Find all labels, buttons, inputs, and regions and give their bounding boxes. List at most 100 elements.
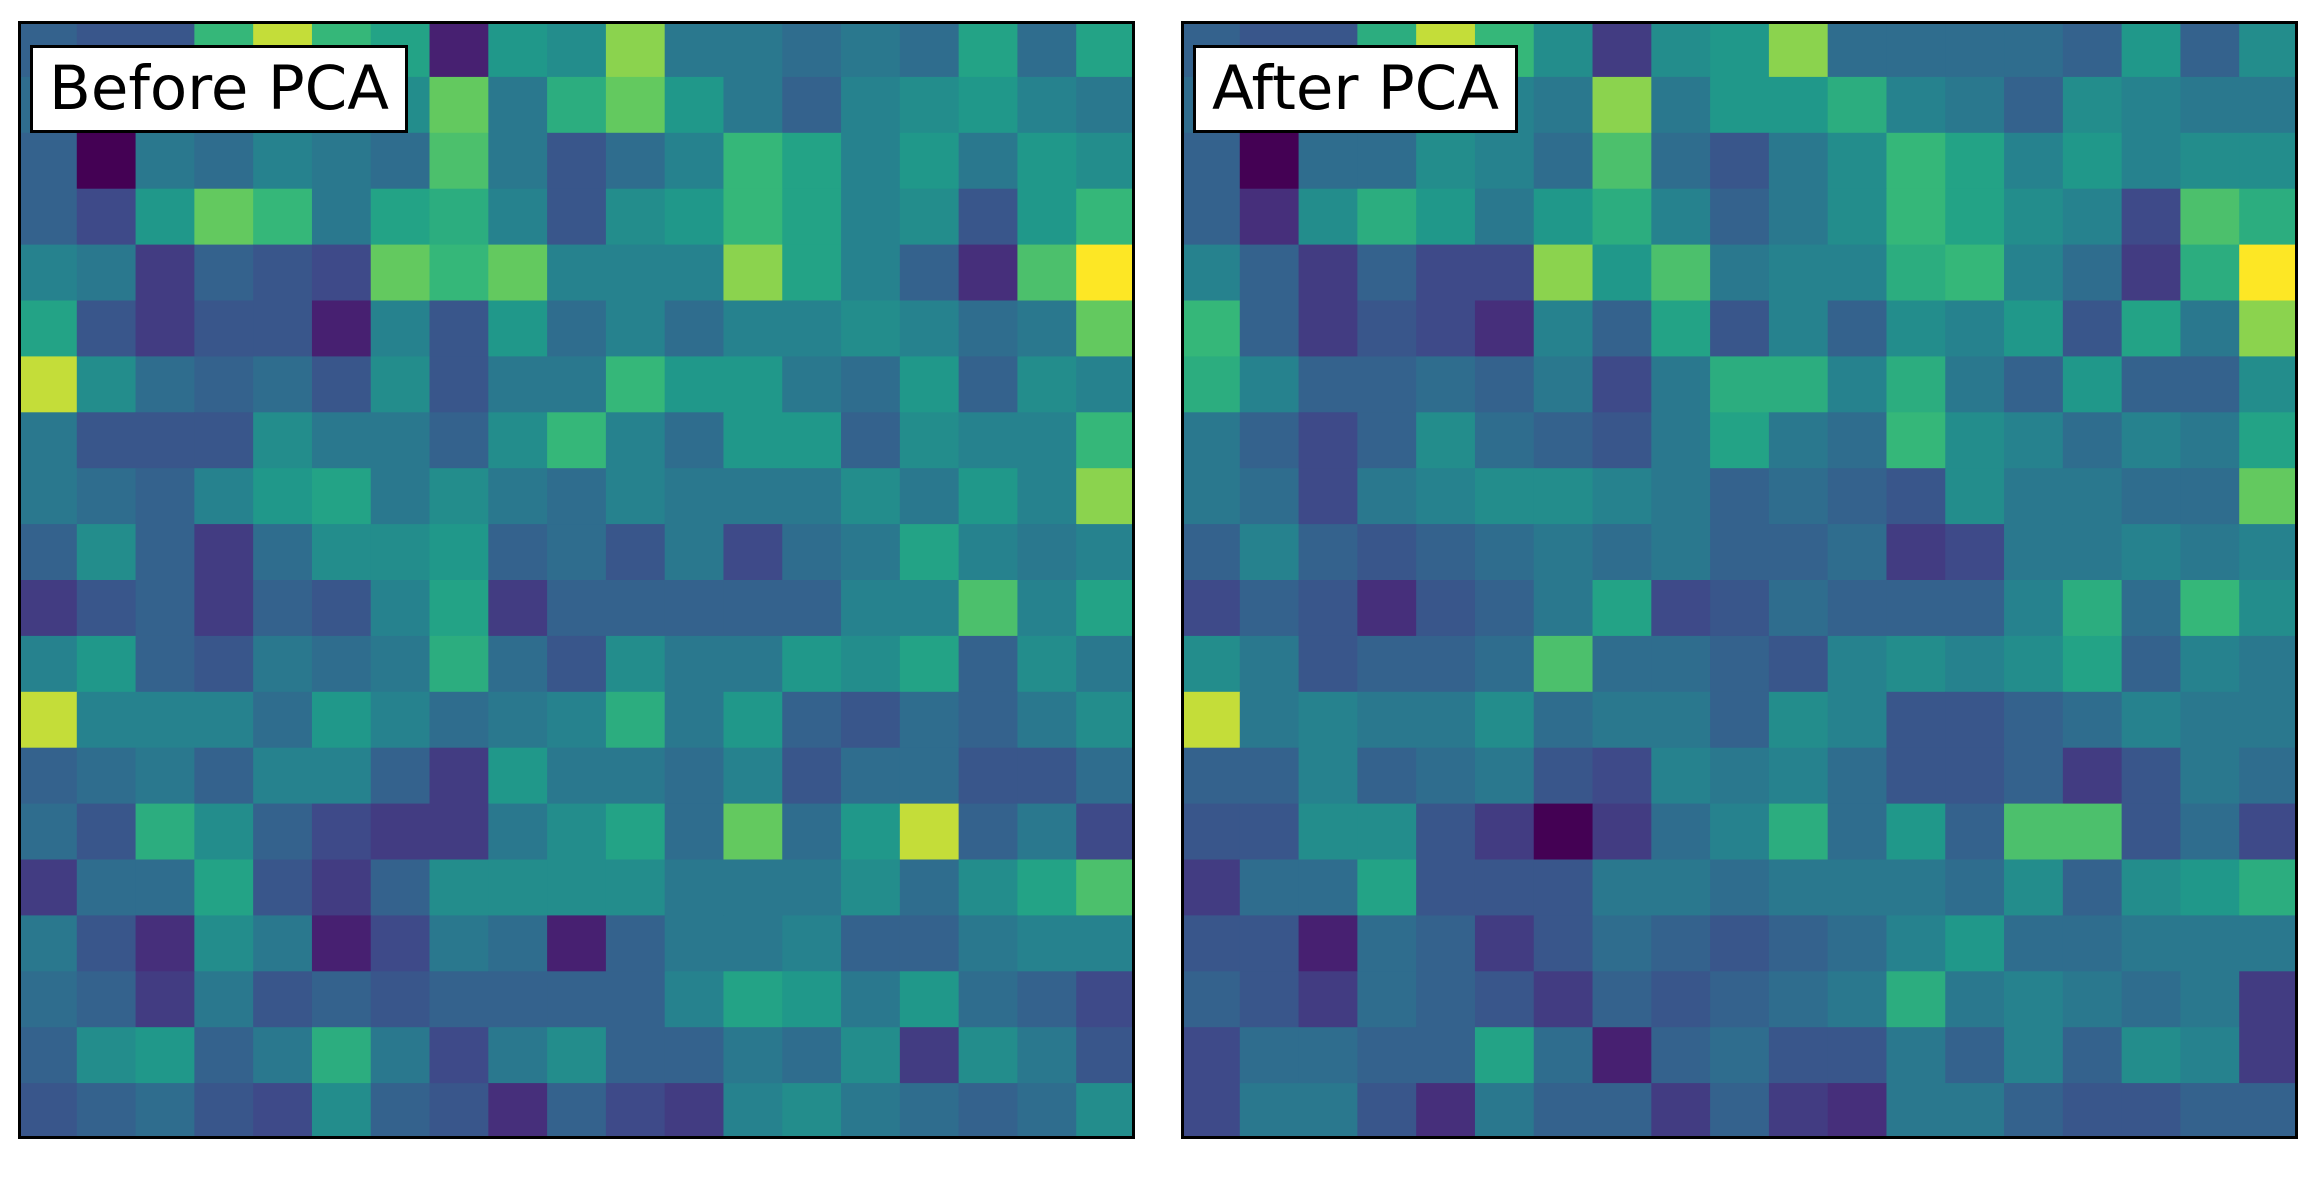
heatmap-cell bbox=[429, 76, 489, 134]
heatmap-cell bbox=[2239, 635, 2298, 693]
heatmap-cell bbox=[370, 244, 431, 302]
heatmap-cell bbox=[1298, 971, 1358, 1028]
heatmap-cell bbox=[1474, 412, 1535, 469]
heatmap-cell bbox=[18, 635, 78, 693]
heatmap-cell bbox=[958, 412, 1019, 469]
heatmap-cell bbox=[1357, 132, 1417, 190]
heatmap-cell bbox=[899, 21, 960, 78]
heatmap-cell bbox=[1710, 691, 1770, 749]
heatmap-cell bbox=[1017, 859, 1077, 916]
heatmap-cell bbox=[899, 412, 960, 469]
heatmap-cell bbox=[194, 691, 254, 749]
heatmap-cell bbox=[2180, 747, 2240, 805]
heatmap-cell bbox=[1768, 300, 1829, 357]
heatmap-cell bbox=[1076, 580, 1135, 637]
heatmap-cell bbox=[1710, 244, 1770, 302]
heatmap-cell bbox=[841, 803, 901, 861]
heatmap-cell bbox=[547, 412, 607, 469]
heatmap-cell bbox=[841, 915, 901, 972]
heatmap-cell bbox=[370, 412, 431, 469]
heatmap-cell bbox=[135, 915, 195, 972]
heatmap-cell bbox=[1592, 300, 1652, 357]
heatmap-cell bbox=[1710, 971, 1770, 1028]
heatmap-cell bbox=[1945, 859, 2005, 916]
heatmap-cell bbox=[605, 691, 666, 749]
heatmap-cell bbox=[1298, 747, 1358, 805]
heatmap-cell bbox=[723, 300, 783, 357]
heatmap-cell bbox=[2121, 412, 2182, 469]
heatmap-cell bbox=[135, 691, 195, 749]
heatmap-cell bbox=[2180, 244, 2240, 302]
heatmap-cell bbox=[1357, 244, 1417, 302]
heatmap-cell bbox=[1827, 244, 1888, 302]
heatmap-cell bbox=[370, 468, 431, 525]
heatmap-cell bbox=[605, 915, 666, 972]
heatmap-cell bbox=[488, 356, 548, 413]
heatmap-cell bbox=[2004, 132, 2064, 190]
heatmap-cell bbox=[2121, 635, 2182, 693]
heatmap-cell bbox=[370, 580, 431, 637]
heatmap-cell bbox=[2062, 132, 2123, 190]
heatmap-cell bbox=[2062, 21, 2123, 78]
heatmap-cell bbox=[1298, 468, 1358, 525]
heatmap-cell bbox=[1474, 747, 1535, 805]
heatmap-cell bbox=[18, 188, 78, 246]
heatmap-cell bbox=[1017, 300, 1077, 357]
heatmap-cell bbox=[1239, 468, 1300, 525]
heatmap-cell bbox=[311, 468, 372, 525]
heatmap-cell bbox=[488, 971, 548, 1028]
heatmap-cell bbox=[253, 915, 313, 972]
heatmap-cell bbox=[1416, 635, 1476, 693]
heatmap-cell bbox=[1533, 188, 1594, 246]
heatmap-cell bbox=[2004, 635, 2064, 693]
heatmap-cell bbox=[253, 132, 313, 190]
heatmap-cell bbox=[899, 468, 960, 525]
heatmap-cell bbox=[1357, 188, 1417, 246]
heatmap-cell bbox=[899, 1027, 960, 1084]
heatmap-cell bbox=[664, 300, 725, 357]
heatmap-cell bbox=[1710, 915, 1770, 972]
heatmap-cell bbox=[1474, 1083, 1535, 1139]
heatmap-cell bbox=[1416, 412, 1476, 469]
heatmap-cell bbox=[1181, 244, 1241, 302]
heatmap-cell bbox=[1710, 859, 1770, 916]
heatmap-cell bbox=[605, 21, 666, 78]
heatmap-cell bbox=[1827, 803, 1888, 861]
heatmap-cell bbox=[1533, 691, 1594, 749]
heatmap-cell bbox=[2062, 356, 2123, 413]
heatmap-cell bbox=[194, 524, 254, 581]
heatmap-cell bbox=[1710, 76, 1770, 134]
heatmap-cell bbox=[1533, 300, 1594, 357]
heatmap-cell bbox=[1651, 747, 1711, 805]
heatmap-cell bbox=[547, 524, 607, 581]
heatmap-cell bbox=[547, 188, 607, 246]
heatmap-cell bbox=[1768, 747, 1829, 805]
heatmap-cell bbox=[1886, 691, 1946, 749]
heatmap-cell bbox=[1416, 971, 1476, 1028]
heatmap-cell bbox=[1239, 1027, 1300, 1084]
heatmap-cell bbox=[2180, 188, 2240, 246]
heatmap-cell bbox=[1827, 747, 1888, 805]
heatmap-cell bbox=[723, 468, 783, 525]
heatmap-cell bbox=[18, 1027, 78, 1084]
heatmap-cell bbox=[76, 915, 137, 972]
heatmap-cell bbox=[2239, 859, 2298, 916]
heatmap-cell bbox=[1416, 1027, 1476, 1084]
heatmap-cell bbox=[1827, 21, 1888, 78]
heatmap-cell bbox=[2239, 244, 2298, 302]
heatmap-cell bbox=[782, 803, 842, 861]
heatmap-cell bbox=[370, 132, 431, 190]
heatmap-cell bbox=[429, 859, 489, 916]
heatmap-cell bbox=[958, 21, 1019, 78]
heatmap-cell bbox=[1768, 580, 1829, 637]
heatmap-cell bbox=[1886, 635, 1946, 693]
heatmap-cell bbox=[1592, 468, 1652, 525]
heatmap-cell bbox=[1298, 915, 1358, 972]
heatmap-cell bbox=[2062, 300, 2123, 357]
heatmap-cell bbox=[2239, 524, 2298, 581]
heatmap-cell bbox=[253, 691, 313, 749]
heatmap-cell bbox=[547, 803, 607, 861]
heatmap-cell bbox=[958, 244, 1019, 302]
heatmap-cell bbox=[429, 412, 489, 469]
heatmap-cell bbox=[782, 132, 842, 190]
